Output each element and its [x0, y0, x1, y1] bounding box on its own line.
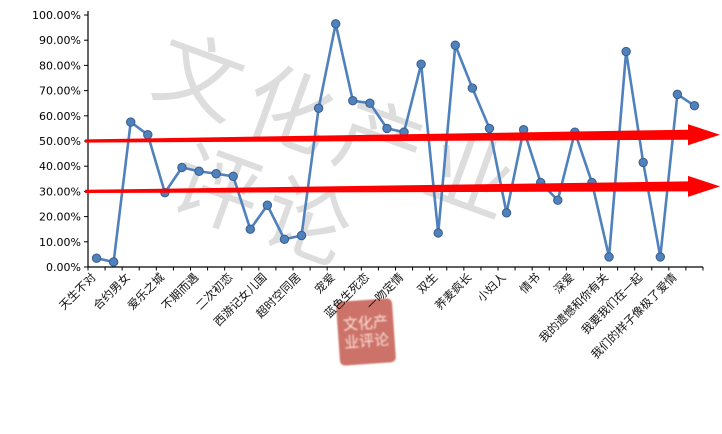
data-point-marker: [143, 130, 153, 140]
data-point-marker: [348, 95, 358, 106]
data-point-marker: [108, 257, 119, 267]
data-point-marker: [313, 103, 324, 113]
data-point-marker: [194, 166, 204, 176]
trend-arrow: [85, 124, 720, 146]
x-tick-label: 荞麦疯长: [432, 270, 475, 313]
y-tick-label: 20.00%: [39, 211, 81, 224]
data-point-marker: [365, 98, 375, 108]
data-point-marker: [433, 228, 443, 238]
data-point-marker: [126, 117, 136, 127]
data-point-marker: [621, 46, 631, 57]
data-point-marker: [484, 123, 495, 134]
data-point-marker: [331, 19, 341, 29]
data-point-marker: [279, 234, 290, 244]
trend-arrow: [85, 175, 720, 197]
y-tick-label: 60.00%: [39, 110, 81, 123]
y-tick-label: 0.00%: [46, 261, 81, 274]
x-tick-label: 情书: [517, 270, 543, 296]
data-point-marker: [211, 169, 221, 179]
x-tick-label: 小妇人: [474, 270, 509, 305]
data-point-marker: [467, 83, 478, 93]
data-point-marker: [655, 252, 665, 262]
x-tick-label: 合约男女: [90, 270, 132, 312]
data-point-marker: [382, 123, 392, 134]
x-tick-label: 一吻定情: [364, 270, 407, 313]
data-point-marker: [501, 208, 512, 218]
data-point-marker: [245, 224, 255, 234]
data-point-marker: [450, 40, 460, 50]
y-tick-label: 80.00%: [39, 59, 81, 72]
data-point-marker: [689, 101, 700, 111]
data-point-marker: [638, 157, 648, 168]
data-point-marker: [296, 230, 307, 241]
y-tick-label: 100.00%: [32, 9, 81, 22]
y-tick-label: 10.00%: [39, 236, 81, 249]
y-tick-label: 50.00%: [39, 135, 81, 148]
data-point-marker: [553, 195, 563, 205]
data-point-marker: [604, 252, 614, 262]
series-line: [95, 22, 696, 264]
data-point-marker: [672, 89, 683, 100]
x-tick-label: 宠爱: [312, 270, 338, 296]
y-tick-label: 30.00%: [39, 185, 81, 198]
x-tick-label: 双生: [414, 270, 440, 296]
data-point-marker: [91, 253, 102, 263]
data-point-marker: [228, 171, 238, 181]
x-tick-label: 深爱: [551, 270, 577, 296]
y-tick-label: 70.00%: [39, 85, 81, 98]
y-tick-label: 40.00%: [39, 160, 81, 173]
data-point-marker: [177, 162, 187, 173]
y-tick-label: 90.00%: [39, 34, 81, 47]
data-point-marker: [416, 59, 426, 69]
data-point-marker: [262, 200, 273, 210]
